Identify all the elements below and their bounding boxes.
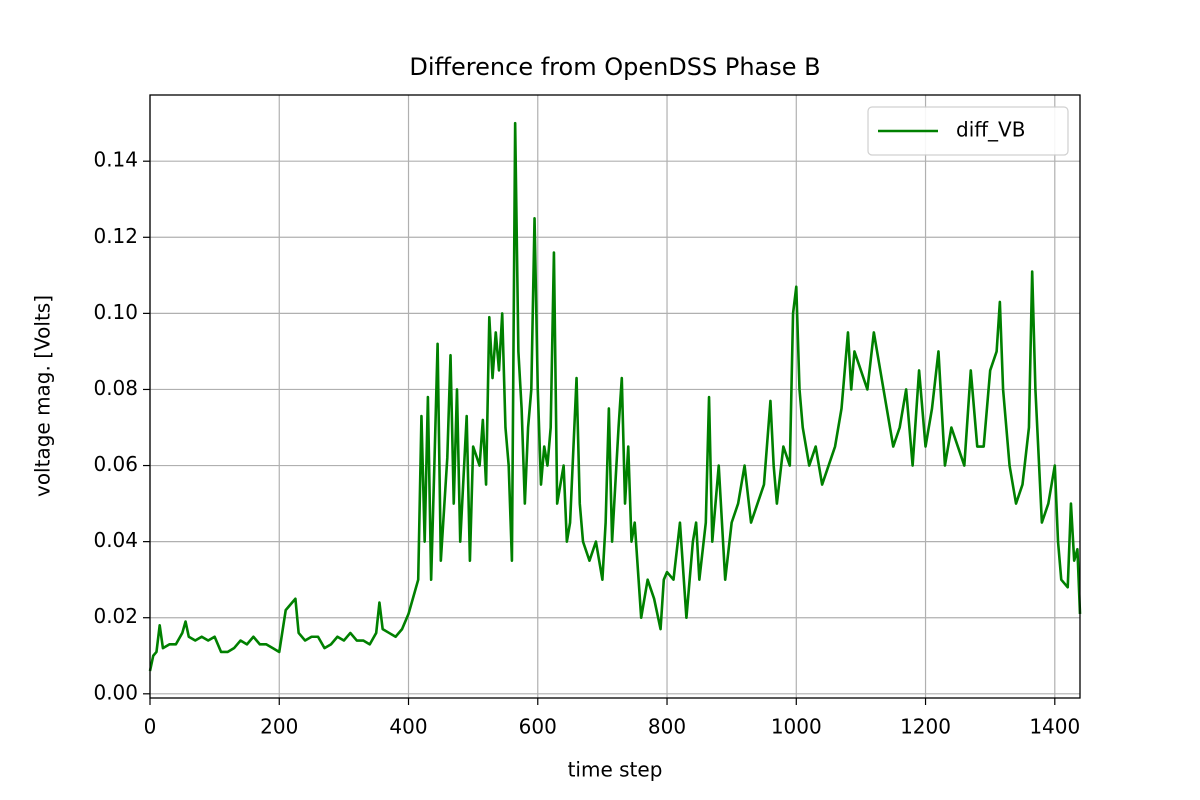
- y-tick-label: 0.04: [93, 528, 138, 552]
- y-axis-label: voltage mag. [Volts]: [31, 295, 55, 497]
- y-tick-label: 0.02: [93, 604, 138, 628]
- legend-label: diff_VB: [956, 118, 1025, 142]
- y-tick-label: 0.00: [93, 680, 138, 704]
- chart-title: Difference from OpenDSS Phase B: [409, 53, 820, 81]
- y-tick-label: 0.14: [93, 148, 138, 172]
- plot-frame: [149, 94, 1081, 699]
- y-tick-label: 0.12: [93, 224, 138, 248]
- y-tick-label: 0.08: [93, 376, 138, 400]
- legend-box: [867, 106, 1069, 156]
- x-tick-label: 600: [519, 715, 557, 739]
- x-tick-label: 1200: [900, 715, 951, 739]
- x-tick-label: 0: [144, 715, 157, 739]
- y-tick-label: 0.10: [93, 300, 138, 324]
- x-tick-label: 400: [389, 715, 427, 739]
- x-tick-label: 800: [648, 715, 686, 739]
- x-tick-label: 1400: [1029, 715, 1080, 739]
- x-tick-label: 1000: [771, 715, 822, 739]
- data-line: [148, 121, 1082, 672]
- x-axis-label: time step: [568, 758, 663, 782]
- x-tick-label: 200: [260, 715, 298, 739]
- y-tick-label: 0.06: [93, 452, 138, 476]
